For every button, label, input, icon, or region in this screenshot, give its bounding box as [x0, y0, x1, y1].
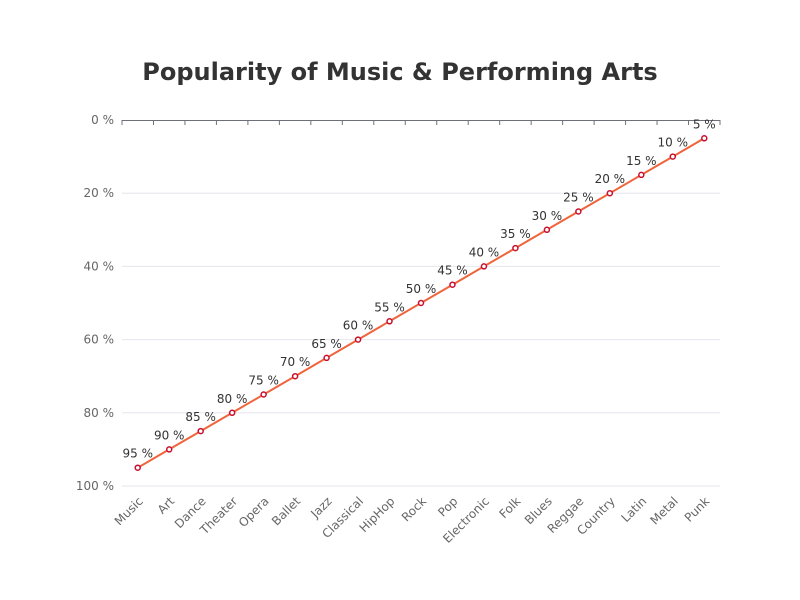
data-label: 10 %	[658, 136, 689, 150]
data-point	[134, 464, 141, 471]
x-tick-label: HipHop	[357, 494, 398, 535]
data-label: 55 %	[374, 300, 405, 314]
data-point	[165, 446, 173, 453]
data-point	[543, 226, 551, 234]
data-label: 85 %	[185, 410, 216, 424]
data-label: 20 %	[595, 172, 626, 186]
x-tick-label: Punk	[682, 494, 713, 525]
data-label: 60 %	[343, 319, 374, 333]
data-point	[669, 153, 677, 160]
chart-title: Popularity of Music & Performing Arts	[142, 58, 658, 86]
y-tick-label: 40 %	[84, 259, 115, 273]
data-point	[291, 372, 299, 380]
data-label: 75 %	[248, 374, 279, 388]
x-tick-label: Latin	[618, 494, 649, 525]
x-tick-label: Rock	[399, 494, 429, 524]
data-label: 90 %	[154, 428, 185, 442]
x-tick-label: Metal	[648, 494, 681, 527]
data-label: 80 %	[217, 392, 248, 406]
data-point	[354, 336, 362, 343]
y-tick-label: 0 %	[91, 113, 114, 127]
data-point	[260, 391, 267, 398]
y-tick-label: 20 %	[84, 186, 115, 200]
data-label: 45 %	[437, 264, 468, 278]
x-tick-label: Opera	[236, 494, 272, 530]
x-tick-label: Folk	[497, 494, 524, 521]
data-point	[606, 189, 614, 197]
data-point	[575, 208, 582, 215]
data-label: 65 %	[311, 337, 342, 351]
data-point	[386, 318, 393, 325]
data-point	[512, 244, 519, 252]
data-point	[449, 281, 456, 288]
x-tick-label: Ballet	[269, 494, 303, 528]
data-label: 30 %	[532, 209, 563, 223]
x-tick-label: Jazz	[307, 494, 334, 521]
data-label: 25 %	[563, 191, 594, 205]
data-label: 50 %	[406, 282, 437, 296]
x-tick-label: Pop	[435, 494, 460, 519]
data-label: 95 %	[122, 447, 153, 461]
data-label: 5 %	[693, 117, 716, 131]
data-label: 40 %	[469, 245, 500, 259]
data-label: 15 %	[626, 154, 657, 168]
y-tick-label: 60 %	[84, 333, 115, 347]
x-tick-label: Art	[155, 494, 178, 517]
y-tick-label: 100 %	[76, 479, 114, 493]
data-point	[701, 135, 708, 142]
data-label: 35 %	[500, 227, 531, 241]
data-label: 70 %	[280, 355, 311, 369]
data-point	[417, 299, 425, 307]
y-tick-label: 80 %	[84, 406, 115, 420]
data-point	[197, 427, 204, 435]
x-tick-label: Music	[112, 494, 146, 528]
data-point	[228, 409, 236, 417]
data-point	[638, 171, 645, 179]
data-point	[323, 354, 330, 362]
data-point	[480, 263, 488, 270]
